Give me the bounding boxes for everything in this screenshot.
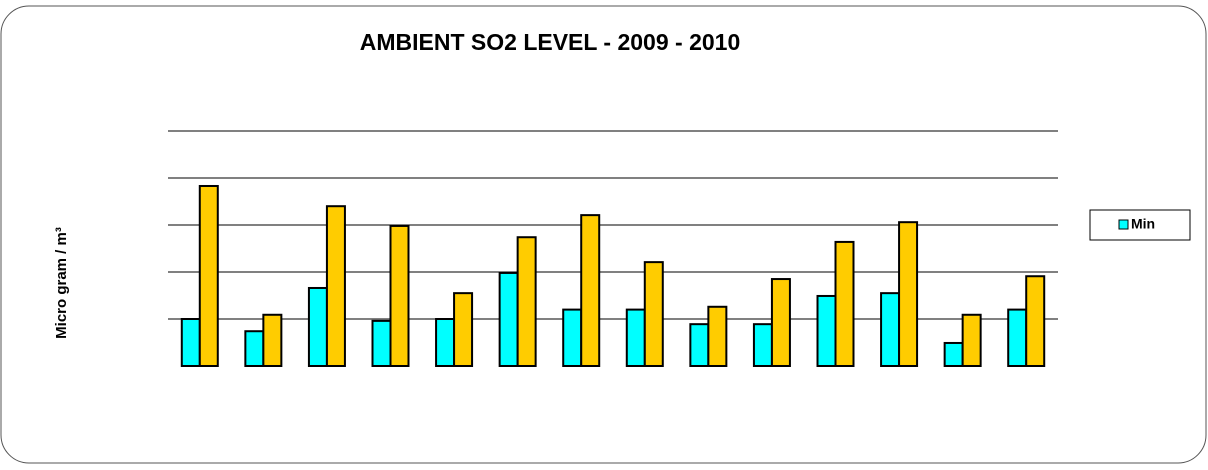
bar [643,261,664,368]
bar [898,221,919,367]
bar [834,240,855,367]
bar [435,318,456,367]
bar [1007,308,1028,368]
chart-border [0,5,1207,464]
bar [325,205,346,367]
bar [880,292,901,367]
bar [180,318,201,367]
bar [453,292,474,367]
chart-title: AMBIENT SO2 LEVEL - 2009 - 2010 [360,29,741,55]
legend [1089,209,1191,241]
y-axis-label: Micro gram / m³ [53,227,70,339]
bar [961,313,982,367]
bar [516,236,537,367]
bar [198,184,219,367]
bar [770,278,791,367]
bar [943,341,964,368]
bar [689,323,710,368]
bar [371,319,392,368]
bar [389,224,410,367]
bar [625,308,646,368]
bar [244,330,265,367]
bar [262,313,283,367]
bar [816,294,837,367]
bar [498,271,519,367]
bar [307,286,328,368]
legend-label: Min [1131,216,1155,232]
bar [580,214,601,367]
legend-swatch [1118,219,1129,230]
bar [707,305,728,367]
bar [1025,275,1046,368]
bar [752,323,773,368]
bar [562,308,583,368]
